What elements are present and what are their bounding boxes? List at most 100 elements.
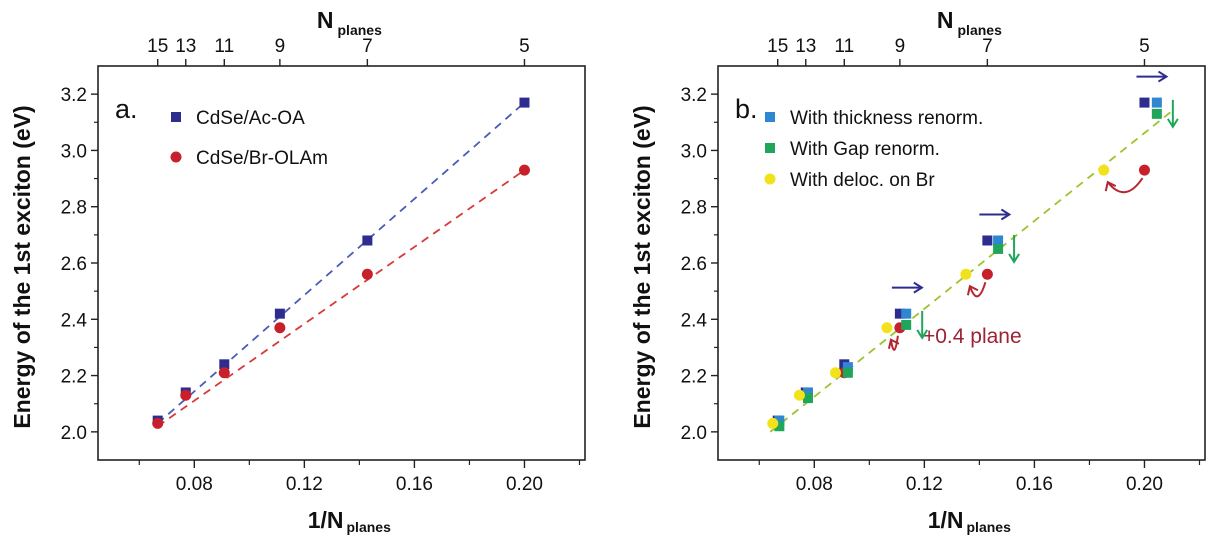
data-point-circle (1138, 164, 1150, 176)
data-point-square (274, 308, 285, 319)
series-3 (774, 108, 1162, 432)
top-tick-label: 11 (214, 36, 234, 57)
data-point-circle (274, 322, 286, 334)
annotation-text: +0.4 plane (923, 325, 1022, 348)
x-tick-label: 0.20 (506, 474, 543, 495)
data-point-circle (218, 367, 230, 379)
data-point-square (519, 97, 530, 108)
x-tick-label: 0.20 (1126, 474, 1163, 495)
data-point-square (362, 235, 373, 246)
data-point-square (219, 359, 230, 370)
right-arrow-icon (979, 208, 1012, 221)
panel-letter: b. (735, 94, 758, 124)
fit-line-0 (157, 101, 526, 425)
legend-marker (171, 112, 181, 122)
y-tick-label: 3.0 (61, 141, 87, 162)
right-arrow-head (1000, 208, 1012, 221)
y-tick-label: 3.2 (681, 85, 707, 106)
data-point-circle (829, 367, 841, 379)
data-point-square (993, 243, 1004, 254)
y-tick-label: 2.2 (681, 367, 707, 388)
legend-entry: With deloc. on Br (790, 170, 935, 191)
top-axis-title-sub: planes (338, 22, 383, 38)
x-axis-title-sub: planes (347, 519, 392, 535)
data-point-circle (1098, 164, 1110, 176)
legend-entry: CdSe/Br-OLAm (196, 148, 328, 169)
y-axis-title: Energy of the 1st exciton (eV) (9, 105, 35, 428)
y-tick-label: 2.4 (61, 310, 88, 331)
top-tick-label: 11 (834, 36, 854, 57)
legend-marker (764, 173, 776, 185)
data-point-circle (881, 322, 893, 334)
curved-arrow-icon (966, 281, 987, 298)
right-arrow-head (913, 281, 924, 294)
right-arrow-head (1157, 70, 1169, 83)
curved-arrow-head (966, 284, 979, 296)
right-arrow-icon (891, 281, 924, 294)
panel-letter: a. (115, 94, 138, 124)
top-tick-label: 13 (795, 36, 816, 57)
top-tick-label: 7 (982, 36, 993, 57)
top-tick-label: 15 (767, 36, 788, 57)
top-axis-title-sub: planes (958, 22, 1003, 38)
down-arrow-icon (916, 310, 929, 340)
data-point-circle (361, 268, 373, 280)
data-point-square (901, 319, 912, 330)
data-point-square (774, 421, 785, 432)
legend-marker (170, 151, 182, 163)
fit-line-0 (769, 110, 1173, 433)
panel-b-chart: 0.08 0.12 0.16 0.20 2.0 2.2 2.4 2.6 2.8 3.0 3.2 15 1… (629, 7, 1206, 535)
y-tick-label: 2.4 (681, 310, 708, 331)
top-tick-label: 9 (275, 36, 286, 57)
y-tick-label: 2.2 (61, 367, 87, 388)
down-arrow-icon (1167, 99, 1179, 129)
data-point-circle (518, 164, 530, 176)
curved-arrow-icon (887, 335, 900, 351)
y-tick-label: 2.0 (61, 423, 87, 444)
data-point-circle (767, 417, 779, 429)
y-tick-label: 2.8 (61, 198, 87, 219)
data-point-circle (981, 268, 993, 280)
down-arrow-head (1008, 253, 1020, 264)
x-axis-title: 1/N (308, 507, 344, 533)
top-axis-title: N (937, 7, 954, 33)
legend: With thickness renorm. With Gap renorm. Wi… (764, 108, 983, 191)
data-point-square (802, 393, 813, 404)
data-point-square (774, 415, 785, 426)
curved-arrow-shaft (889, 335, 899, 351)
data-point-circle (180, 389, 192, 401)
data-point-square (1151, 108, 1162, 119)
curved-arrow-shaft (968, 281, 987, 298)
series-4 (767, 164, 1110, 429)
series-1 (152, 164, 530, 429)
data-point-square (842, 367, 853, 378)
y-tick-label: 3.0 (681, 141, 707, 162)
top-tick-label: 9 (895, 36, 906, 57)
panel-a-chart: 0.08 0.12 0.16 0.20 2.0 2.2 2.4 2.6 2.8 3.0 3.2 15 1… (9, 7, 586, 535)
top-tick-label: 15 (147, 36, 168, 57)
x-axis-title-sub: planes (967, 519, 1012, 535)
x-axis-title: 1/N (928, 507, 964, 533)
series-2 (774, 97, 1162, 426)
legend-entry: With thickness renorm. (790, 108, 983, 129)
x-tick-label: 0.12 (286, 474, 323, 495)
curved-arrow-shaft (1106, 177, 1144, 194)
top-axis-title: N (317, 7, 334, 33)
data-point-circle (152, 417, 164, 429)
y-tick-label: 2.6 (61, 254, 87, 275)
legend-entry: CdSe/Ac-OA (196, 108, 305, 129)
y-tick-label: 2.8 (681, 198, 707, 219)
data-point-circle (793, 389, 805, 401)
data-point-square (894, 308, 905, 319)
down-arrow-icon (1008, 234, 1020, 264)
top-tick-label: 13 (175, 36, 196, 57)
down-arrow-head (916, 329, 929, 340)
legend-entry: With Gap renorm. (790, 139, 940, 160)
y-tick-label: 2.6 (681, 254, 707, 275)
curved-arrow-icon (1104, 177, 1144, 194)
down-arrow-head (1167, 118, 1179, 129)
data-point-square (982, 235, 993, 246)
y-tick-label: 2.0 (681, 423, 707, 444)
x-tick-label: 0.16 (1016, 474, 1053, 495)
